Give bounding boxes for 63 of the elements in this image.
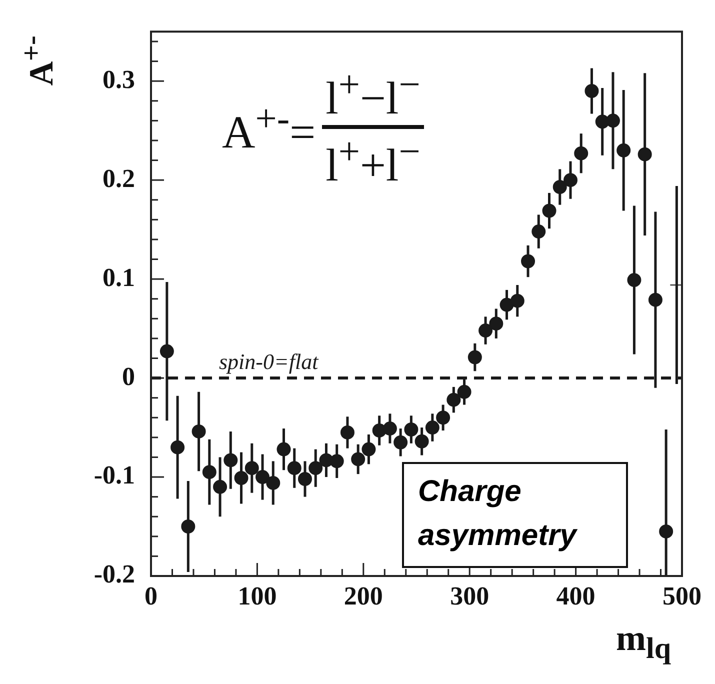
point — [542, 204, 556, 218]
y-tick-label: 0 — [122, 362, 135, 391]
point — [362, 442, 376, 456]
annotation: Charge asymmetry — [402, 462, 628, 568]
point — [659, 524, 674, 538]
point — [224, 453, 238, 468]
point — [266, 476, 280, 490]
x-tick-label: 0 — [144, 581, 158, 610]
point — [606, 114, 620, 128]
annotation: l$^{+}$−l$^{−}$ — [322, 64, 424, 130]
point — [234, 471, 248, 486]
ref-line-label: spin-0=flat — [219, 348, 320, 374]
point — [192, 424, 206, 438]
point — [563, 173, 578, 188]
x-tick-label: 400 — [556, 581, 596, 610]
point — [510, 294, 524, 308]
point — [330, 454, 344, 468]
point — [394, 435, 408, 450]
point — [160, 344, 174, 358]
point — [351, 452, 366, 466]
point — [202, 465, 216, 480]
x-tick-label: 500 — [662, 581, 702, 610]
point — [446, 392, 461, 407]
y-tick-label: -0.2 — [94, 560, 135, 589]
x-tick-label: 300 — [450, 581, 490, 610]
y-tick-label: 0.1 — [102, 262, 135, 292]
point — [500, 298, 514, 312]
point — [170, 440, 185, 454]
point — [404, 422, 418, 437]
point — [181, 520, 196, 534]
x-axis-title: m$_{lq}$ — [616, 618, 672, 666]
annotation: l$^{+}$+l$^{−}$ — [326, 130, 420, 191]
point — [340, 425, 354, 440]
point — [436, 410, 450, 425]
point — [552, 180, 567, 194]
annotation: A$^{+-}$= — [222, 98, 316, 157]
point — [287, 461, 302, 476]
point — [532, 224, 546, 239]
y-tick-label: 0.2 — [102, 164, 135, 193]
point — [584, 84, 599, 98]
y-tick-label: 0.3 — [102, 64, 135, 94]
point — [468, 350, 482, 364]
point — [414, 434, 429, 448]
point — [478, 324, 493, 338]
point — [298, 472, 312, 486]
point — [213, 480, 228, 494]
point — [574, 146, 588, 160]
point — [616, 143, 631, 158]
point — [244, 461, 259, 476]
point — [382, 422, 397, 436]
point — [627, 273, 642, 288]
point — [308, 461, 323, 476]
x-tick-label: 200 — [344, 581, 383, 610]
y-tick-label: -0.1 — [94, 460, 135, 490]
point — [521, 254, 536, 268]
point — [489, 316, 504, 331]
point — [638, 147, 652, 162]
point — [425, 420, 440, 435]
point — [648, 292, 662, 307]
x-tick-label: 100 — [238, 581, 277, 610]
point — [256, 470, 270, 484]
point — [457, 384, 472, 399]
point — [276, 442, 291, 456]
